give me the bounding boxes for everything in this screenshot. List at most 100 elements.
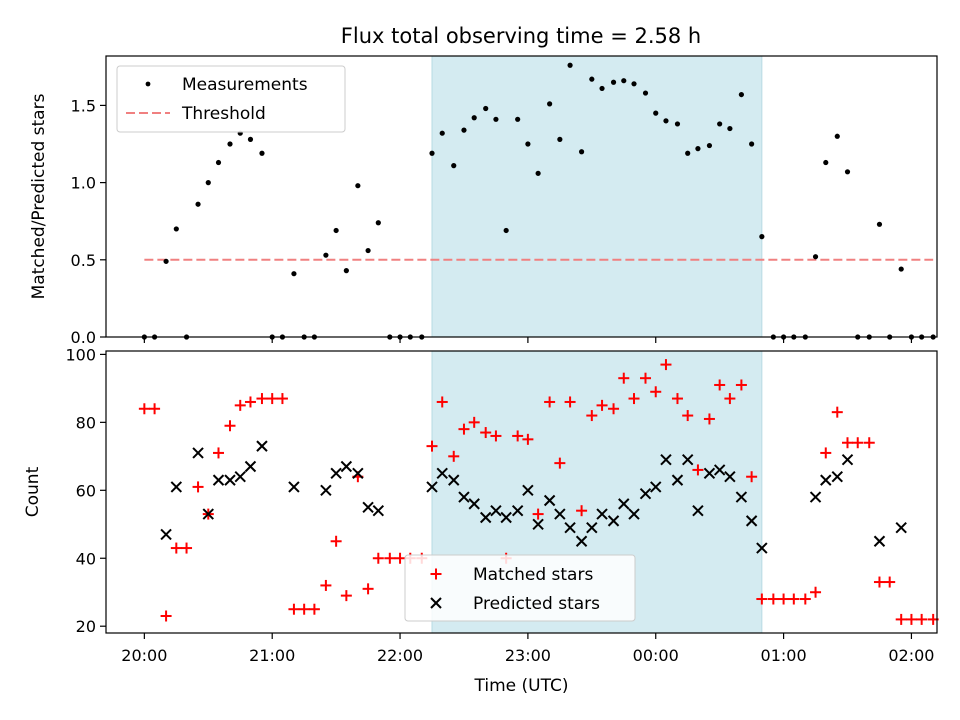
observing-window-top [431, 55, 763, 338]
predicted-star-point [352, 467, 364, 480]
bottom-legend: Matched stars Predicted stars [404, 554, 636, 622]
predicted-star-point [224, 474, 236, 486]
matched-star-point [831, 406, 843, 418]
matched-star-point [778, 593, 790, 605]
predicted-star-point [543, 494, 556, 507]
matched-star-point [895, 613, 907, 625]
predicted-star-point [320, 484, 332, 497]
predicted-star-point [703, 467, 716, 480]
predicted-star-point [671, 474, 684, 486]
measurement-point [823, 159, 829, 166]
matched-star-point [170, 542, 182, 554]
measurement-point [695, 146, 701, 152]
matched-star-point [522, 433, 534, 445]
top-y-tick-label: 1.0 [71, 174, 96, 193]
matched-star-point [820, 447, 832, 459]
matched-star-point [213, 447, 225, 459]
bottom-legend-box [404, 554, 636, 622]
measurement-point [503, 227, 509, 234]
measurement-point [663, 118, 669, 124]
measurement-point [365, 247, 371, 254]
measurement-point [610, 79, 617, 85]
predicted-star-point [820, 474, 832, 486]
matched-star-point [468, 416, 480, 428]
matched-star-point [596, 399, 608, 411]
predicted-star-point [895, 521, 907, 534]
predicted-star-point [681, 454, 694, 466]
predicted-star-point [650, 481, 662, 493]
matched-star-point [799, 593, 811, 605]
matched-star-point [863, 437, 875, 449]
matched-star-point [788, 593, 800, 605]
predicted-star-point [628, 508, 640, 520]
bottom-x-tick-label: 01:00 [761, 646, 807, 665]
measurement-point [493, 116, 499, 122]
matched-star-point [842, 437, 854, 449]
measurement-point [291, 271, 297, 277]
measurement-point [717, 121, 723, 127]
measurement-point [227, 141, 233, 147]
bottom-axes-frame [105, 350, 938, 634]
legend-measurements-marker [145, 81, 151, 87]
matched-star-point [640, 372, 652, 384]
predicted-star-point [256, 440, 268, 452]
measurement-point [195, 201, 201, 207]
matched-star-point [298, 603, 310, 615]
measurement-point [749, 141, 755, 147]
measurement-point [557, 136, 563, 142]
measurement-point [483, 105, 489, 112]
matched-star-point [544, 396, 556, 408]
measurement-point [599, 85, 605, 92]
measurement-point [451, 163, 457, 169]
predicted-star-point [192, 447, 204, 459]
predicted-stars-points [160, 440, 907, 554]
measurement-points [141, 62, 936, 340]
matched-star-point [234, 399, 246, 411]
bottom-x-ticks: 20:00 21:00 22:00 23:00 00:00 01:00 02:00 [121, 633, 934, 665]
top-y-tick-label: 0.5 [71, 251, 96, 270]
matched-star-point [692, 464, 704, 476]
legend-matched-marker [430, 568, 442, 580]
matched-star-point [448, 450, 460, 462]
matched-star-point [873, 576, 885, 588]
matched-star-point [756, 593, 768, 605]
measurement-point [642, 90, 649, 96]
top-y-tick-label: 0.0 [71, 328, 96, 347]
measurement-point [471, 115, 477, 121]
matched-star-point [564, 396, 576, 408]
legend-predicted-cross [430, 597, 442, 609]
matched-star-point [660, 359, 672, 371]
bottom-x-tick-label: 23:00 [505, 646, 551, 665]
legend-predicted-label: Predicted stars [473, 594, 600, 614]
matched-star-point [852, 437, 864, 449]
matched-star-point [256, 393, 268, 405]
predicted-star-point [511, 504, 524, 517]
top-axes-frame [105, 55, 938, 338]
predicted-star-point [500, 511, 512, 524]
matched-star-point [244, 396, 256, 408]
measurement-point [461, 127, 467, 133]
measurement-point [834, 133, 840, 139]
matched-star-point [671, 393, 683, 405]
measurement-point [653, 110, 659, 116]
predicted-star-point [479, 511, 492, 524]
top-x-ticks [143, 337, 913, 343]
measurement-point [727, 125, 733, 132]
measurement-point [259, 150, 265, 156]
predicted-star-point [607, 515, 620, 527]
predicted-star-point [735, 491, 748, 503]
measurement-point [173, 226, 179, 232]
matched-star-point [436, 396, 448, 408]
legend-measurements-label: Measurements [182, 75, 308, 95]
matched-star-point [160, 610, 172, 622]
measurement-point [738, 91, 744, 98]
predicted-star-point [288, 481, 300, 493]
matched-star-point [810, 586, 822, 598]
measurement-point [205, 180, 211, 186]
matched-star-point [884, 576, 896, 588]
measurement-point [844, 169, 851, 175]
predicted-star-point [202, 508, 214, 520]
predicted-star-point [244, 460, 257, 473]
matched-star-point [554, 457, 566, 469]
